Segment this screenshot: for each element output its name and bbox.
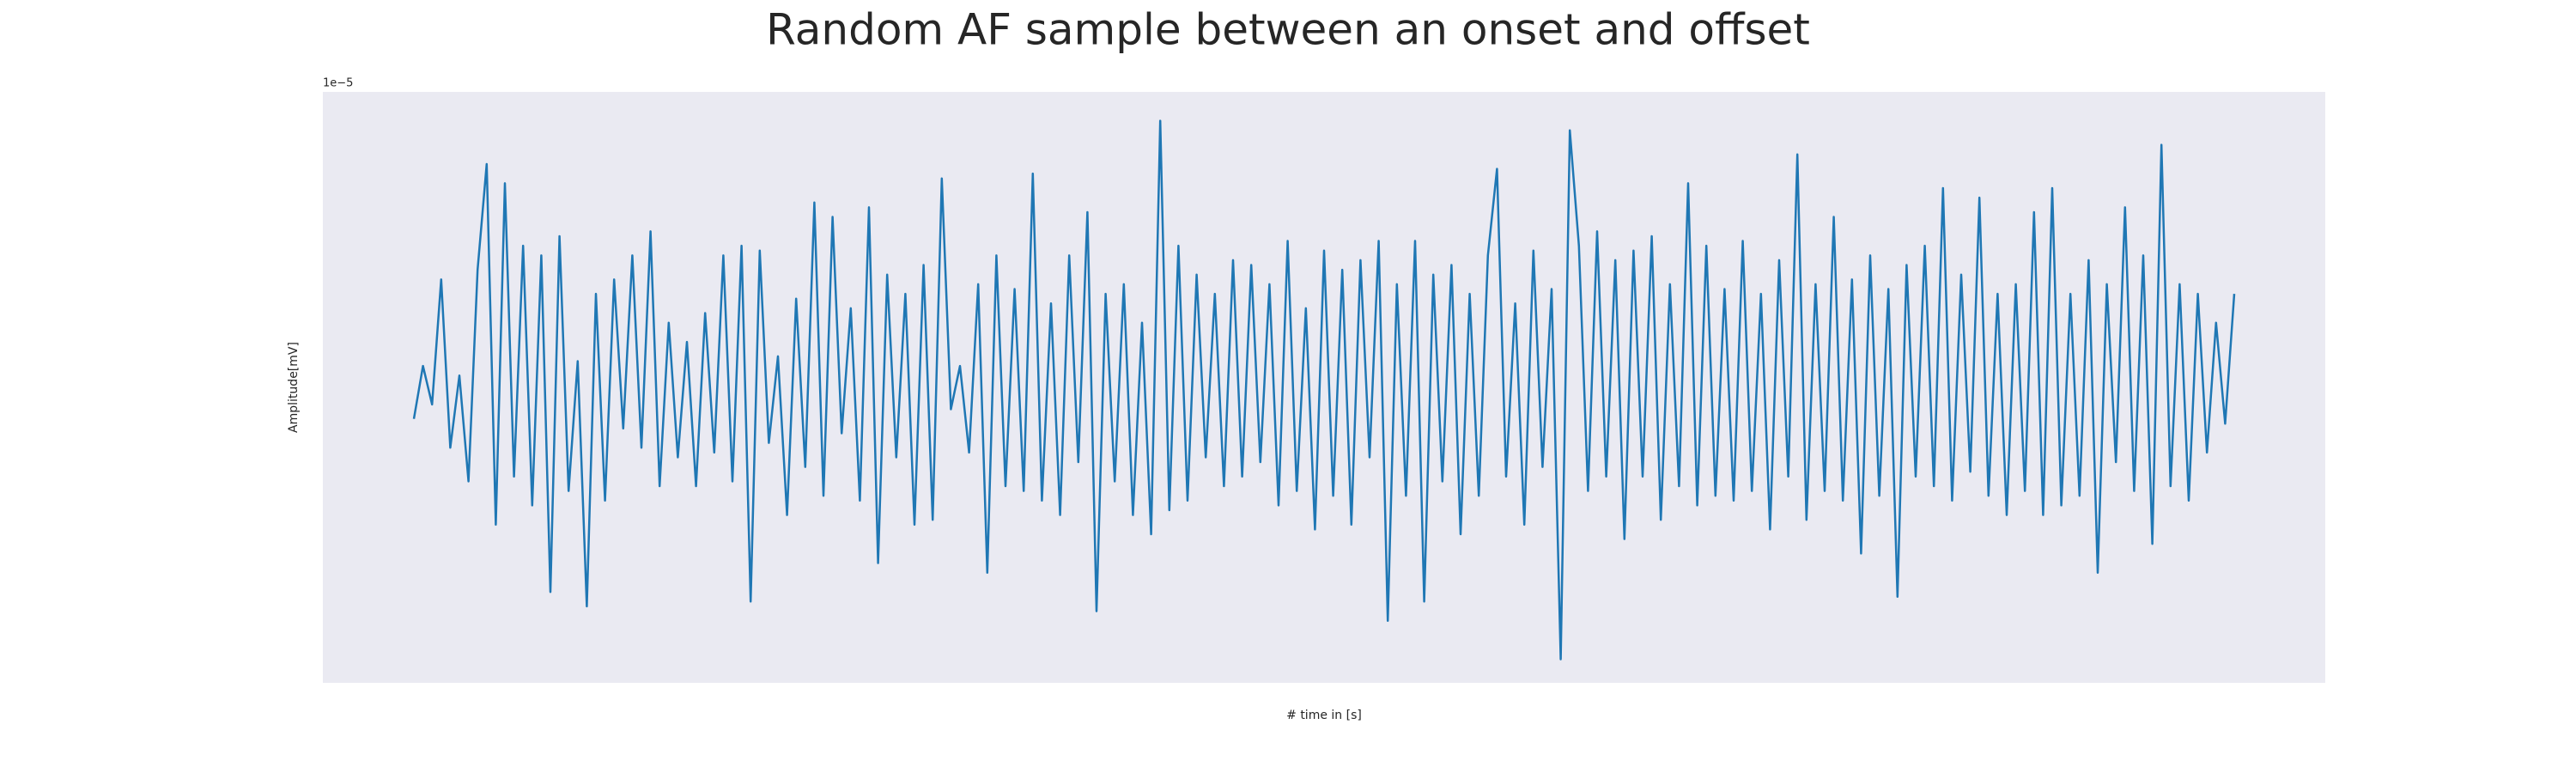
marks — [412, 119, 2236, 660]
y-offset-label: 1e−5 — [323, 77, 353, 90]
y-axis-label: Amplitude[mV] — [287, 342, 301, 433]
data-line — [412, 119, 2236, 660]
chart-title: Random AF sample between an onset and of… — [766, 5, 1810, 55]
x-axis-label: # time in [s] — [1286, 709, 1362, 722]
plot-background — [323, 92, 2325, 683]
